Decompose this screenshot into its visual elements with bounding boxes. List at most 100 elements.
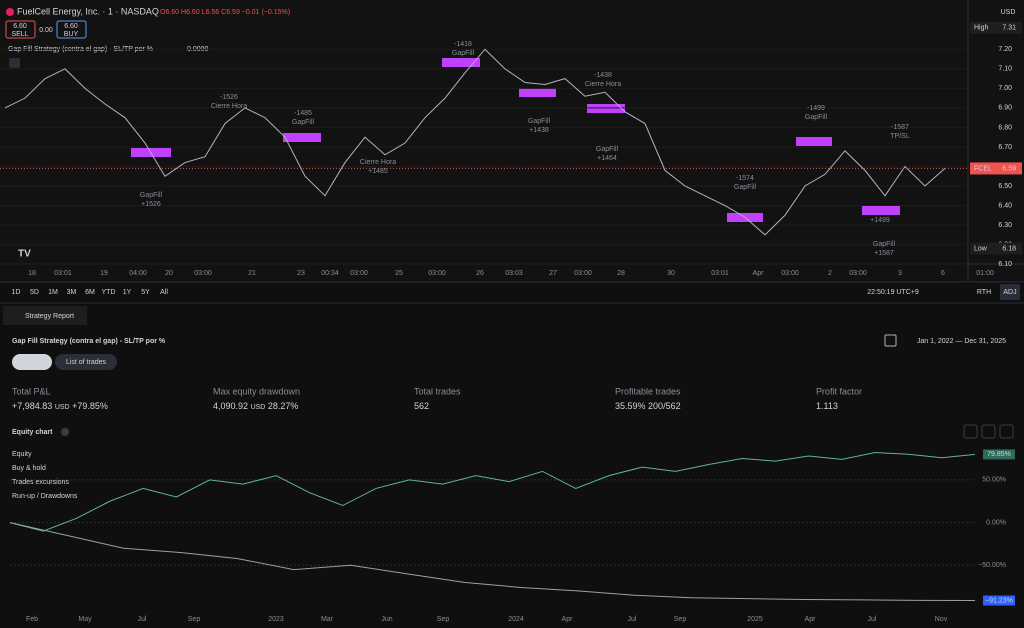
ohlc-l: L6.56 (202, 9, 220, 16)
metric-label: Total trades (414, 386, 461, 396)
range-button[interactable]: 1M (48, 289, 58, 296)
legend-item[interactable]: Run-up / Drawdowns (12, 493, 78, 500)
buy-button[interactable] (56, 20, 87, 39)
collapse-button[interactable] (9, 58, 20, 68)
x-tick-label: 25 (395, 270, 403, 277)
x-tick-label: 03:00 (428, 270, 446, 277)
y-tick-label: 6.10 (998, 261, 1012, 268)
range-button[interactable]: 1D (12, 289, 21, 296)
metric-number: 35.59% (615, 401, 646, 411)
x-tick-label: Sep (188, 616, 201, 623)
calendar-icon[interactable] (884, 334, 897, 347)
x-tick-label: Nov (935, 616, 948, 623)
x-tick-label: 30 (667, 270, 675, 277)
trade-annotation: -1499 (807, 105, 825, 112)
trade-annotation: Cierre Hora (211, 103, 247, 110)
clock: 22:50:19 UTC+9 (867, 289, 919, 296)
trade-box (283, 133, 321, 142)
sell-button[interactable] (5, 20, 36, 39)
spread: 0.00 (39, 27, 53, 34)
x-tick-label: 03:00 (574, 270, 592, 277)
range-button[interactable]: 6M (85, 289, 95, 296)
legend-item[interactable]: Trades excursions (12, 479, 69, 486)
sell-price[interactable]: 6.60 (13, 23, 27, 30)
trade-annotation: -1485 (294, 110, 312, 117)
equity-title: Equity chart (12, 429, 53, 436)
legend-item[interactable]: Equity (12, 451, 32, 458)
x-tick-label: 2023 (268, 616, 284, 623)
range-button[interactable]: All (160, 289, 168, 296)
adj-button[interactable]: ADJ (1003, 289, 1016, 296)
trade-box (862, 206, 900, 215)
range-button[interactable]: 1Y (123, 289, 132, 296)
metric-extra: 28.27% (268, 401, 299, 411)
y-tick-label: −50.00% (978, 562, 1006, 569)
currency[interactable]: USD (1001, 9, 1016, 16)
trade-annotation: GapFill (140, 192, 163, 199)
settings-button[interactable] (963, 424, 978, 439)
trade-annotation: TP/SL (890, 133, 910, 140)
tab-metrics[interactable]: Metrics (21, 359, 44, 366)
metric-label: Profit factor (816, 386, 862, 396)
x-tick-label: 23 (297, 270, 305, 277)
trade-annotation: -1526 (220, 94, 238, 101)
trade-box (587, 104, 625, 113)
rth-button[interactable]: RTH (977, 289, 991, 296)
range-button[interactable]: 3M (67, 289, 77, 296)
fullscreen-button[interactable] (999, 424, 1014, 439)
trade-annotation: +1526 (141, 201, 161, 208)
trade-box (796, 137, 832, 146)
x-tick-label: Feb (26, 616, 38, 623)
report-tab[interactable]: Strategy Report (25, 313, 74, 320)
metric-value: 1.113 (816, 401, 838, 411)
trade-box (519, 88, 556, 97)
y-tick-label: 6.90 (998, 105, 1012, 112)
x-tick-label: Jul (868, 616, 877, 623)
x-tick-label: 03:00 (781, 270, 799, 277)
metric-number: +7,984.83 (12, 401, 52, 411)
legend-item[interactable]: Buy & hold (12, 465, 46, 472)
y-tick-label: 6.50 (998, 183, 1012, 190)
y-tick-label: 6.70 (998, 144, 1012, 151)
buy-label[interactable]: BUY (64, 31, 79, 38)
adj-bg[interactable] (1000, 284, 1020, 300)
x-tick-label: 04:00 (129, 270, 147, 277)
sell-label[interactable]: SELL (11, 31, 28, 38)
camera-button[interactable] (981, 424, 996, 439)
tab-metrics-bg[interactable] (12, 354, 52, 370)
metric-unit: USD (251, 404, 266, 411)
x-tick-label: 2024 (508, 616, 524, 623)
x-tick-label: Sep (674, 616, 687, 623)
x-tick-label: Apr (753, 270, 765, 277)
trade-annotation: GapFill (873, 241, 896, 248)
metrics: Total P&L +7,984.83 USD +79.85% Max equit… (12, 386, 862, 411)
trade-annotation: +1587 (874, 250, 894, 257)
info-icon[interactable] (61, 428, 69, 436)
metric-number: 4,090.92 (213, 401, 248, 411)
report-panel (0, 303, 1024, 628)
range-button[interactable]: 5Y (141, 289, 150, 296)
report-tab-bg[interactable] (3, 306, 87, 325)
metric-value: +7,984.83 USD +79.85% (12, 401, 108, 411)
y-tick-label: 7.10 (998, 66, 1012, 73)
tab-trades[interactable]: List of trades (66, 359, 107, 366)
trade-annotation: GapFill (734, 184, 757, 191)
last-value-label: 79.85% (987, 451, 1011, 458)
x-tick-label: Jun (381, 616, 392, 623)
date-range[interactable]: Jan 1, 2022 — Dec 31, 2025 (917, 338, 1006, 345)
last-value-label: −91.23% (985, 597, 1013, 604)
x-tick-label: Apr (805, 616, 817, 623)
range-button[interactable]: 5D (30, 289, 39, 296)
range-button[interactable]: YTD (102, 289, 116, 296)
x-tick-label: 00:34 (321, 270, 339, 277)
last-value-tag (983, 449, 1015, 460)
buy-price[interactable]: 6.60 (64, 23, 78, 30)
y-tick-label: 6.80 (998, 124, 1012, 131)
report-strategy: Gap Fill Strategy (contra el gap) - SL/T… (12, 338, 166, 345)
metric-unit: USD (55, 404, 70, 411)
tab-trades-bg[interactable] (55, 354, 117, 370)
x-tick-label: 03:01 (54, 270, 72, 277)
x-tick-label: 03:00 (849, 270, 867, 277)
